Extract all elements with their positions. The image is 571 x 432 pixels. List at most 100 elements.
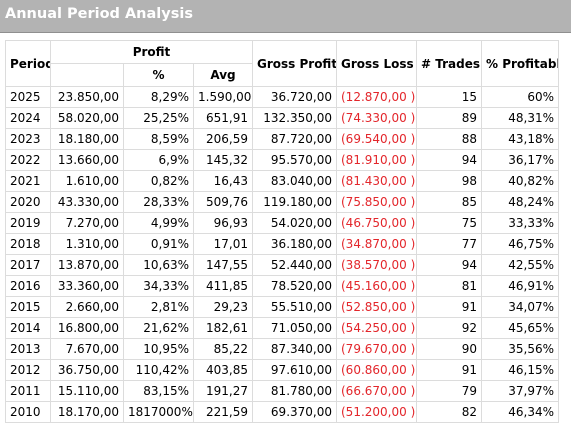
cell-pct-profitable: 48,31%: [481, 107, 559, 129]
cell-pct-profitable: 60%: [481, 86, 559, 108]
cell-gross-profit: 54.020,00: [252, 212, 337, 234]
table-row[interactable]: 2011 15.110,00 83,15% 191,27 81.780,00 (66.67…: [5, 380, 559, 402]
table-row[interactable]: 2022 13.660,00 6,9% 145,32 95.570,00 (81.910,…: [5, 149, 559, 171]
header-row-top: Period Profit Gross Profit Gross Loss # …: [5, 40, 559, 87]
cell-profit-pct: 0,91%: [123, 233, 194, 255]
column-header-profit-pct[interactable]: %: [123, 63, 194, 87]
table-row[interactable]: 2017 13.870,00 10,63% 147,55 52.440,00 (38.57…: [5, 254, 559, 276]
table-row[interactable]: 2018 1.310,00 0,91% 17,01 36.180,00 (34.870,0…: [5, 233, 559, 255]
cell-period: 2020: [5, 191, 51, 213]
cell-profit-avg: 206,59: [193, 128, 253, 150]
cell-gross-loss: (60.860,00 ): [336, 359, 417, 381]
table-row[interactable]: 2020 43.330,00 28,33% 509,76 119.180,00 (75.8…: [5, 191, 559, 213]
cell-profit: 36.750,00: [50, 359, 124, 381]
cell-trades: 85: [416, 191, 482, 213]
cell-gross-profit: 69.370,00: [252, 401, 337, 423]
table-row[interactable]: 2010 18.170,00 1817000% 221,59 69.370,00 (51.…: [5, 401, 559, 423]
cell-profit-avg: 221,59: [193, 401, 253, 423]
cell-profit: 58.020,00: [50, 107, 124, 129]
cell-gross-loss: (81.430,00 ): [336, 170, 417, 192]
cell-period: 2021: [5, 170, 51, 192]
cell-profit: 16.800,00: [50, 317, 124, 339]
cell-profit-pct: 6,9%: [123, 149, 194, 171]
cell-gross-loss: (34.870,00 ): [336, 233, 417, 255]
cell-pct-profitable: 37,97%: [481, 380, 559, 402]
cell-pct-profitable: 46,34%: [481, 401, 559, 423]
cell-pct-profitable: 34,07%: [481, 296, 559, 318]
table-row[interactable]: 2016 33.360,00 34,33% 411,85 78.520,00 (45.16…: [5, 275, 559, 297]
cell-gross-profit: 83.040,00: [252, 170, 337, 192]
cell-gross-loss: (66.670,00 ): [336, 380, 417, 402]
column-header-period[interactable]: Period: [5, 40, 51, 87]
cell-gross-profit: 81.780,00: [252, 380, 337, 402]
cell-profit-pct: 83,15%: [123, 380, 194, 402]
table-row[interactable]: 2024 58.020,00 25,25% 651,91 132.350,00 (74.3…: [5, 107, 559, 129]
cell-trades: 91: [416, 359, 482, 381]
column-header-profit-value[interactable]: [50, 63, 124, 87]
cell-period: 2025: [5, 86, 51, 108]
cell-period: 2018: [5, 233, 51, 255]
column-header-gross-loss[interactable]: Gross Loss: [336, 40, 417, 87]
cell-profit: 18.180,00: [50, 128, 124, 150]
cell-trades: 75: [416, 212, 482, 234]
cell-gross-loss: (75.850,00 ): [336, 191, 417, 213]
cell-profit: 15.110,00: [50, 380, 124, 402]
title-bar: Annual Period Analysis: [0, 0, 571, 33]
cell-profit-pct: 2,81%: [123, 296, 194, 318]
cell-pct-profitable: 36,17%: [481, 149, 559, 171]
cell-trades: 92: [416, 317, 482, 339]
cell-gross-profit: 119.180,00: [252, 191, 337, 213]
cell-gross-profit: 52.440,00: [252, 254, 337, 276]
table-row[interactable]: 2012 36.750,00 110,42% 403,85 97.610,00 (60.8…: [5, 359, 559, 381]
table-row[interactable]: 2025 23.850,00 8,29% 1.590,00 36.720,00 (12.8…: [5, 86, 559, 108]
cell-gross-profit: 87.720,00: [252, 128, 337, 150]
cell-profit: 7.670,00: [50, 338, 124, 360]
cell-profit: 2.660,00: [50, 296, 124, 318]
column-header-gross-profit[interactable]: Gross Profit: [252, 40, 337, 87]
cell-profit: 13.870,00: [50, 254, 124, 276]
cell-trades: 77: [416, 233, 482, 255]
cell-profit-pct: 25,25%: [123, 107, 194, 129]
cell-profit-pct: 21,62%: [123, 317, 194, 339]
cell-period: 2022: [5, 149, 51, 171]
cell-period: 2011: [5, 380, 51, 402]
cell-trades: 79: [416, 380, 482, 402]
cell-trades: 91: [416, 296, 482, 318]
table-row[interactable]: 2019 7.270,00 4,99% 96,93 54.020,00 (46.750,0…: [5, 212, 559, 234]
cell-profit: 1.610,00: [50, 170, 124, 192]
cell-pct-profitable: 33,33%: [481, 212, 559, 234]
cell-pct-profitable: 42,55%: [481, 254, 559, 276]
table-body: 2025 23.850,00 8,29% 1.590,00 36.720,00 (12.8…: [5, 86, 559, 423]
cell-profit-pct: 10,95%: [123, 338, 194, 360]
table-row[interactable]: 2014 16.800,00 21,62% 182,61 71.050,00 (54.25…: [5, 317, 559, 339]
table-row[interactable]: 2023 18.180,00 8,59% 206,59 87.720,00 (69.540…: [5, 128, 559, 150]
cell-gross-profit: 71.050,00: [252, 317, 337, 339]
cell-profit: 23.850,00: [50, 86, 124, 108]
cell-period: 2010: [5, 401, 51, 423]
table-row[interactable]: 2021 1.610,00 0,82% 16,43 83.040,00 (81.430,0…: [5, 170, 559, 192]
cell-period: 2013: [5, 338, 51, 360]
cell-profit-avg: 17,01: [193, 233, 253, 255]
cell-trades: 98: [416, 170, 482, 192]
cell-profit-avg: 29,23: [193, 296, 253, 318]
column-header-trades[interactable]: # Trades: [416, 40, 482, 87]
cell-period: 2024: [5, 107, 51, 129]
cell-profit: 1.310,00: [50, 233, 124, 255]
cell-profit-avg: 191,27: [193, 380, 253, 402]
cell-profit-avg: 1.590,00: [193, 86, 253, 108]
table-row[interactable]: 2015 2.660,00 2,81% 29,23 55.510,00 (52.850,0…: [5, 296, 559, 318]
cell-profit-pct: 0,82%: [123, 170, 194, 192]
cell-gross-loss: (54.250,00 ): [336, 317, 417, 339]
cell-gross-loss: (45.160,00 ): [336, 275, 417, 297]
annual-analysis-table: Period Profit Gross Profit Gross Loss # …: [5, 40, 559, 423]
column-header-pct-profitable[interactable]: % Profitable: [481, 40, 559, 87]
cell-profit: 33.360,00: [50, 275, 124, 297]
cell-trades: 89: [416, 107, 482, 129]
table-row[interactable]: 2013 7.670,00 10,95% 85,22 87.340,00 (79.670,…: [5, 338, 559, 360]
column-header-profit-avg[interactable]: Avg: [193, 63, 253, 87]
cell-profit: 7.270,00: [50, 212, 124, 234]
cell-gross-loss: (52.850,00 ): [336, 296, 417, 318]
column-header-profit[interactable]: Profit: [50, 40, 253, 64]
cell-period: 2017: [5, 254, 51, 276]
cell-profit-avg: 651,91: [193, 107, 253, 129]
